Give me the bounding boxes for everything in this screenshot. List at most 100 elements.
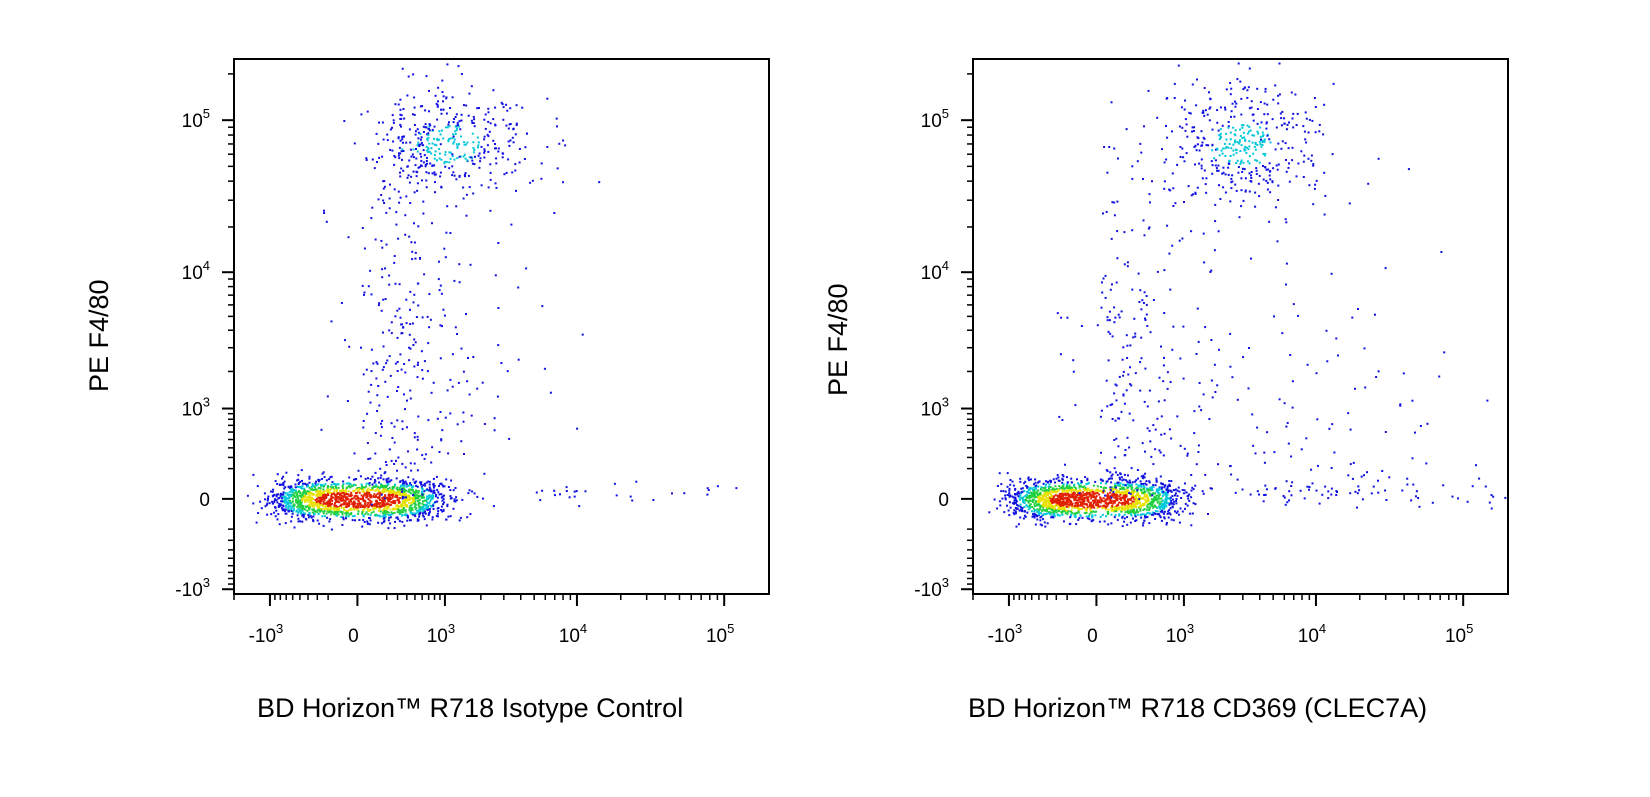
data-point	[1065, 501, 1068, 504]
data-point	[388, 197, 391, 200]
data-point	[1180, 106, 1183, 109]
data-point	[1073, 495, 1076, 498]
data-point	[1142, 302, 1145, 304]
data-point	[1029, 507, 1032, 510]
data-point	[389, 514, 392, 517]
data-point	[298, 485, 301, 488]
data-point	[1104, 502, 1107, 505]
data-point	[1089, 493, 1092, 496]
data-point	[1110, 507, 1112, 509]
data-point	[1154, 448, 1157, 451]
data-point	[274, 506, 277, 509]
data-point	[497, 344, 500, 347]
data-point	[413, 241, 416, 244]
data-point	[1265, 122, 1268, 125]
data-point	[1295, 124, 1298, 126]
data-point	[1110, 513, 1113, 516]
data-point	[283, 500, 286, 503]
data-point	[388, 496, 391, 499]
data-point	[466, 159, 469, 162]
data-point	[1074, 501, 1077, 504]
data-point	[1173, 500, 1176, 503]
data-point	[483, 135, 486, 138]
data-point	[328, 520, 331, 523]
data-point	[344, 500, 347, 503]
data-point	[1031, 495, 1034, 498]
data-point	[432, 502, 435, 505]
data-point	[1069, 522, 1072, 525]
data-point	[424, 453, 427, 456]
data-point	[1145, 480, 1148, 483]
data-point	[1080, 508, 1083, 511]
data-point	[1126, 500, 1129, 503]
data-point	[1093, 496, 1096, 499]
data-point	[1070, 493, 1073, 496]
data-point	[1246, 146, 1249, 149]
data-point	[1132, 419, 1135, 422]
data-point	[1044, 503, 1047, 506]
data-point	[1279, 112, 1282, 115]
data-point	[629, 495, 632, 498]
data-point	[339, 510, 342, 513]
data-point	[421, 491, 424, 494]
data-point	[1004, 498, 1007, 501]
data-point	[1160, 486, 1163, 489]
data-point	[1120, 499, 1122, 502]
data-point	[467, 114, 470, 117]
data-point	[399, 316, 402, 319]
data-point	[1331, 153, 1334, 156]
data-point	[334, 504, 337, 507]
data-point	[1116, 490, 1119, 493]
data-point	[317, 486, 320, 489]
data-point	[1134, 335, 1137, 338]
data-point	[1072, 359, 1075, 362]
data-point	[442, 108, 445, 111]
data-point	[1130, 494, 1133, 497]
data-point	[1067, 510, 1070, 513]
data-point	[404, 509, 407, 512]
data-point	[1172, 519, 1175, 522]
data-point	[426, 505, 429, 508]
data-point	[299, 504, 302, 507]
data-point	[1152, 513, 1155, 516]
data-point	[374, 432, 377, 434]
data-point	[1119, 496, 1122, 499]
data-point	[402, 141, 404, 144]
data-point	[1121, 503, 1124, 506]
data-point	[1104, 296, 1107, 299]
data-point	[360, 346, 362, 349]
data-point	[380, 309, 383, 312]
data-point	[1277, 163, 1280, 166]
data-point	[346, 492, 348, 495]
data-point	[459, 516, 462, 519]
data-point	[340, 499, 342, 502]
data-point	[463, 173, 466, 176]
data-point	[413, 481, 416, 484]
data-point	[1281, 110, 1284, 113]
data-point	[1123, 495, 1126, 498]
data-point	[1240, 177, 1243, 180]
data-point	[1127, 489, 1130, 492]
data-point	[1250, 257, 1252, 260]
data-point	[377, 385, 380, 387]
data-point	[1062, 483, 1065, 486]
data-point	[1202, 136, 1205, 139]
data-point	[1113, 147, 1116, 150]
data-point	[326, 395, 329, 398]
data-point	[1283, 117, 1285, 120]
data-point	[1204, 473, 1207, 476]
data-point	[1256, 87, 1259, 90]
data-point	[488, 130, 491, 133]
data-point	[1127, 373, 1130, 376]
data-point	[396, 496, 399, 499]
data-point	[1106, 492, 1109, 495]
data-point	[1060, 316, 1063, 319]
x-tick-label: -103	[249, 621, 284, 647]
data-point	[359, 488, 362, 491]
data-point	[400, 114, 403, 117]
data-point	[1143, 476, 1146, 479]
data-point	[540, 177, 543, 180]
data-point	[1277, 142, 1280, 145]
data-point	[324, 507, 327, 510]
data-point	[343, 499, 345, 502]
